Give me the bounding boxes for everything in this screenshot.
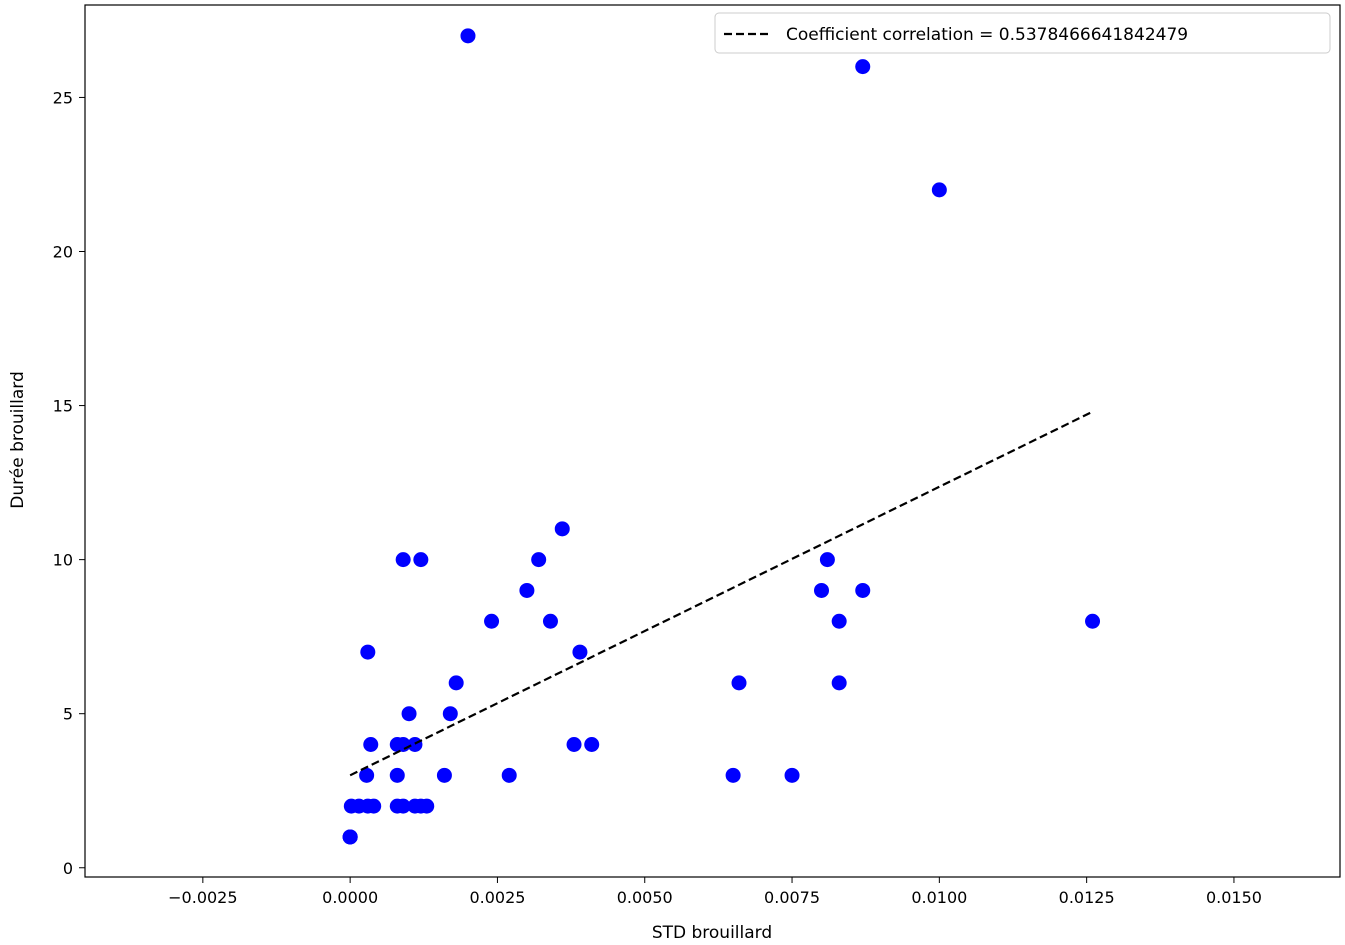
x-tick-label: 0.0150 — [1206, 888, 1262, 907]
data-point — [731, 675, 747, 691]
data-point — [442, 706, 458, 722]
legend-box — [714, 12, 1331, 54]
legend: Coefficient correlation = 0.537846664184… — [714, 12, 1331, 54]
x-axis-label: STD brouillard — [652, 923, 772, 943]
data-point — [931, 182, 947, 198]
data-point — [831, 675, 847, 691]
y-tick-label: 20 — [53, 243, 73, 262]
data-point — [363, 737, 379, 753]
data-point — [359, 767, 375, 783]
data-point — [831, 613, 847, 629]
data-point — [572, 644, 588, 660]
plot-area — [84, 4, 1341, 878]
x-axis-ticks: −0.0025 0.0000 0.0025 0.0050 0.0075 0.0100 0.0… — [168, 877, 1262, 907]
data-points — [342, 28, 1101, 845]
data-point — [566, 737, 582, 753]
trend-line — [349, 410, 1094, 777]
data-point — [501, 767, 517, 783]
x-tick-label: 0.0075 — [764, 888, 820, 907]
data-point — [389, 767, 405, 783]
data-point — [460, 28, 476, 44]
x-tick-label: 0.0050 — [617, 888, 673, 907]
data-point — [725, 767, 741, 783]
y-tick-label: 25 — [53, 88, 73, 107]
data-point — [413, 552, 429, 568]
x-tick-label: 0.0100 — [911, 888, 967, 907]
y-axis-ticks: 0 5 10 15 20 25 — [53, 88, 85, 878]
x-tick-label: 0.0025 — [469, 888, 525, 907]
data-point — [784, 767, 800, 783]
data-point — [448, 675, 464, 691]
data-point — [484, 613, 500, 629]
data-point — [395, 552, 411, 568]
legend-trend-label: Coefficient correlation = 0.537846664184… — [786, 25, 1188, 45]
data-point — [436, 767, 452, 783]
trend-line-layer — [349, 410, 1094, 777]
data-point — [407, 737, 423, 753]
y-tick-label: 5 — [63, 705, 73, 724]
data-point — [1085, 613, 1101, 629]
y-axis-label: Durée brouillard — [8, 371, 28, 508]
data-point — [819, 552, 835, 568]
data-point — [855, 582, 871, 598]
y-tick-label: 0 — [63, 859, 73, 878]
data-point — [342, 829, 358, 845]
y-tick-label: 10 — [53, 551, 73, 570]
plot-frame — [84, 4, 1341, 878]
data-point — [531, 552, 547, 568]
data-point — [366, 798, 382, 814]
data-point — [542, 613, 558, 629]
data-point — [401, 706, 417, 722]
data-point — [584, 737, 600, 753]
data-point — [554, 521, 570, 537]
data-point — [395, 798, 411, 814]
data-point — [855, 59, 871, 75]
data-point — [419, 798, 435, 814]
data-point — [360, 644, 376, 660]
y-tick-label: 15 — [53, 397, 73, 416]
x-tick-label: −0.0025 — [168, 888, 237, 907]
data-point — [519, 582, 535, 598]
x-tick-label: 0.0000 — [322, 888, 378, 907]
data-point — [814, 582, 830, 598]
x-tick-label: 0.0125 — [1059, 888, 1115, 907]
